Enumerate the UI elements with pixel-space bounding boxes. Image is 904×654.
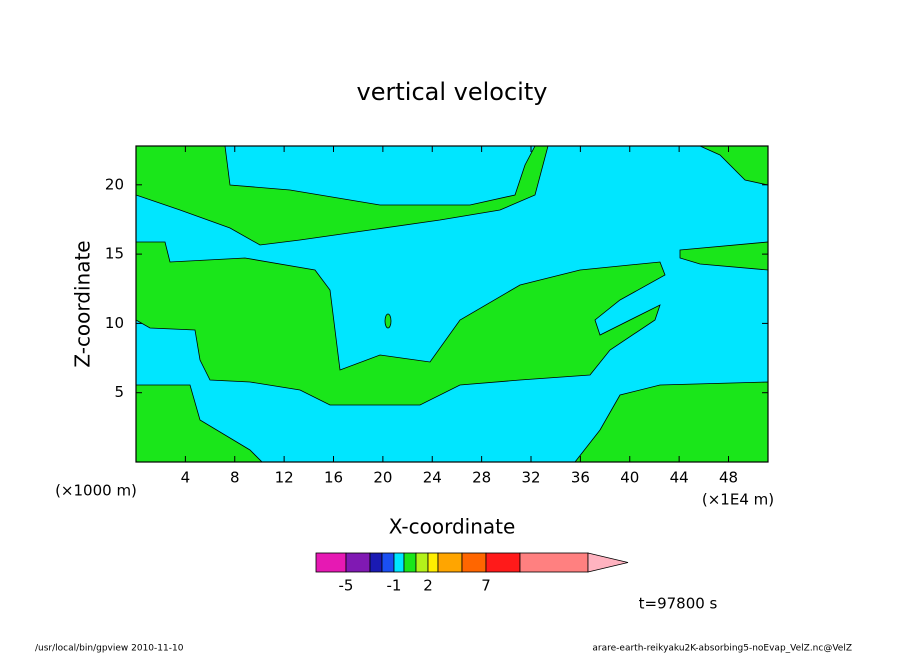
x-tick-label: 16 <box>324 469 343 487</box>
x-tick-label: 28 <box>472 469 491 487</box>
x-unit-label: (×1E4 m) <box>702 491 774 509</box>
y-axis-title: Z-coordinate <box>71 240 95 367</box>
colorbar-segment <box>437 552 463 573</box>
colorbar-segment <box>427 552 439 573</box>
x-axis-title: X-coordinate <box>389 515 516 539</box>
x-tick-label: 4 <box>181 469 191 487</box>
contour-region <box>135 241 666 406</box>
x-tick-label: 24 <box>423 469 442 487</box>
colorbar-label: 2 <box>423 577 433 595</box>
colorbar-segment <box>415 552 429 573</box>
plot-frame <box>135 145 769 463</box>
footer-right: arare-earth-reikyaku2K-absorbing5-noEvap… <box>592 644 852 654</box>
x-tick-label: 36 <box>571 469 590 487</box>
colorbar-segment <box>461 552 487 573</box>
colorbar-label: 7 <box>481 577 491 595</box>
x-tick-label: 48 <box>719 469 738 487</box>
y-tick-label: 20 <box>105 175 124 193</box>
time-label: t=97800 s <box>639 595 718 613</box>
x-tick-label: 12 <box>275 469 294 487</box>
contour-field <box>135 145 769 463</box>
colorbar-segment <box>345 552 371 573</box>
x-tick-label: 40 <box>620 469 639 487</box>
x-tick-label: 20 <box>373 469 392 487</box>
x-tick-label: 44 <box>670 469 689 487</box>
footer-left: /usr/local/bin/gpview 2010-11-10 <box>35 644 184 654</box>
colorbar-label: -5 <box>339 577 354 595</box>
contour-region <box>384 313 392 329</box>
colorbar-segment <box>315 552 347 573</box>
colorbar-segment <box>403 552 417 573</box>
colorbar-segment <box>381 552 395 573</box>
contour-region <box>679 241 769 271</box>
colorbar-extension <box>587 552 629 573</box>
colorbar-segment <box>369 552 383 573</box>
x-tick-label: 32 <box>521 469 540 487</box>
colorbar-label: -1 <box>387 577 402 595</box>
chart-title: vertical velocity <box>357 78 548 106</box>
colorbar-segment <box>519 552 589 573</box>
y-tick-label: 5 <box>114 383 124 401</box>
x-tick-label: 8 <box>230 469 240 487</box>
y-tick-label: 15 <box>105 245 124 263</box>
y-tick-label: 10 <box>105 314 124 332</box>
contour-region <box>135 145 549 246</box>
x-unit-label: (×1000 m) <box>55 482 137 500</box>
colorbar-segment <box>485 552 521 573</box>
colorbar-segment <box>393 552 405 573</box>
